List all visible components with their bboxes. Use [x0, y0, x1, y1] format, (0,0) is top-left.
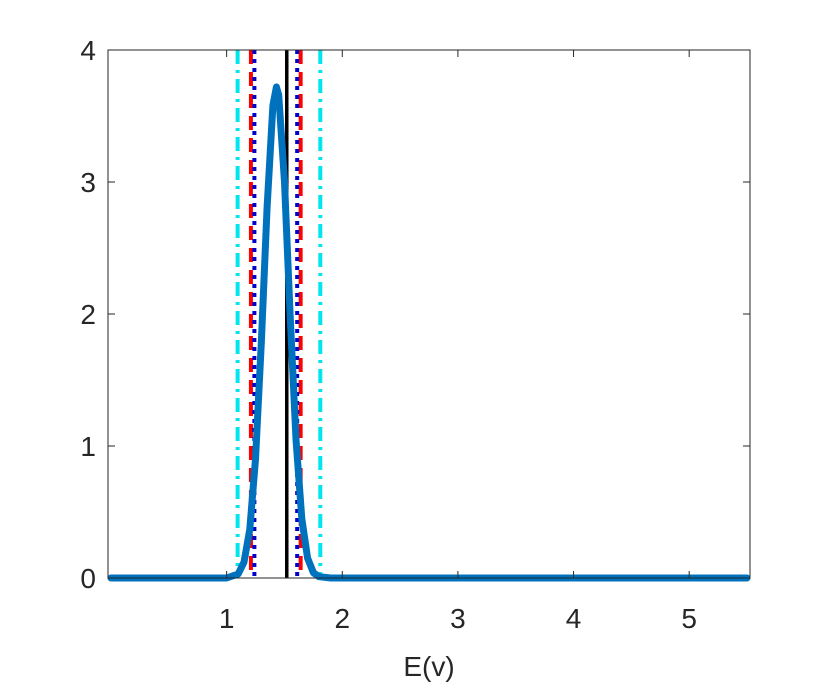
x-tick-label: 1: [219, 603, 235, 634]
x-tick-label: 4: [566, 603, 582, 634]
y-tick-label: 0: [80, 563, 96, 594]
x-tick-label: 2: [334, 603, 350, 634]
y-tick-label: 2: [80, 299, 96, 330]
y-tick-label: 3: [80, 167, 96, 198]
data-line: [107, 83, 751, 582]
y-tick-label: 4: [80, 35, 96, 66]
x-tick-label: 5: [681, 603, 697, 634]
y-tick-label: 1: [80, 431, 96, 462]
x-axis-label: E(v): [403, 651, 454, 682]
x-tick-label: 3: [450, 603, 466, 634]
